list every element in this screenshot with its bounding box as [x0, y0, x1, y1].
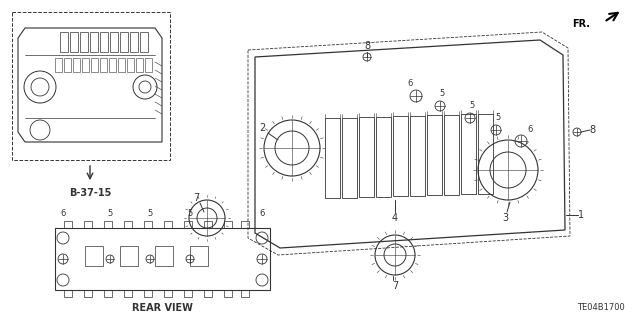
Bar: [241, 221, 249, 228]
Bar: [55, 228, 270, 290]
Bar: [184, 290, 192, 297]
Bar: [144, 290, 152, 297]
Text: 5: 5: [469, 101, 475, 110]
Text: 6: 6: [259, 210, 265, 219]
Bar: [118, 58, 125, 72]
Text: REAR VIEW: REAR VIEW: [132, 303, 193, 313]
Text: 6: 6: [527, 125, 532, 135]
Bar: [82, 58, 89, 72]
Bar: [184, 221, 192, 228]
Bar: [164, 290, 172, 297]
Text: 3: 3: [502, 213, 508, 223]
Text: 5: 5: [440, 90, 445, 99]
Text: 5: 5: [495, 114, 500, 122]
Text: 6: 6: [407, 79, 413, 88]
Bar: [60, 32, 68, 52]
Bar: [190, 246, 208, 266]
Bar: [120, 246, 138, 266]
Text: B-37-15: B-37-15: [69, 188, 111, 198]
Bar: [109, 58, 116, 72]
Bar: [84, 290, 92, 297]
Bar: [64, 58, 71, 72]
Bar: [90, 32, 98, 52]
Bar: [80, 32, 88, 52]
Text: 8: 8: [364, 41, 370, 51]
Text: 5: 5: [147, 210, 152, 219]
Bar: [144, 221, 152, 228]
Bar: [70, 32, 78, 52]
Bar: [136, 58, 143, 72]
Bar: [127, 58, 134, 72]
Bar: [204, 221, 212, 228]
Bar: [145, 58, 152, 72]
Bar: [91, 58, 98, 72]
Bar: [110, 32, 118, 52]
Text: 6: 6: [60, 210, 66, 219]
Bar: [130, 32, 138, 52]
Bar: [100, 58, 107, 72]
Bar: [55, 58, 62, 72]
Text: 2: 2: [259, 123, 265, 133]
Bar: [64, 290, 72, 297]
Bar: [155, 246, 173, 266]
Bar: [224, 221, 232, 228]
Bar: [84, 221, 92, 228]
Bar: [100, 32, 108, 52]
Bar: [164, 221, 172, 228]
Bar: [124, 290, 132, 297]
Bar: [124, 221, 132, 228]
Bar: [64, 221, 72, 228]
Bar: [140, 32, 148, 52]
Bar: [224, 290, 232, 297]
Bar: [104, 290, 112, 297]
Bar: [85, 246, 103, 266]
Text: FR.: FR.: [572, 19, 590, 29]
Text: TE04B1700: TE04B1700: [577, 303, 625, 313]
Bar: [204, 290, 212, 297]
Text: 5: 5: [188, 210, 193, 219]
Text: 7: 7: [392, 281, 398, 291]
Text: 7: 7: [193, 193, 199, 203]
Bar: [241, 290, 249, 297]
Text: 1: 1: [578, 210, 584, 220]
Bar: [120, 32, 128, 52]
Bar: [12, 12, 170, 160]
Bar: [104, 221, 112, 228]
Text: 5: 5: [108, 210, 113, 219]
Text: 8: 8: [589, 125, 595, 135]
Bar: [73, 58, 80, 72]
Text: 4: 4: [392, 213, 398, 223]
